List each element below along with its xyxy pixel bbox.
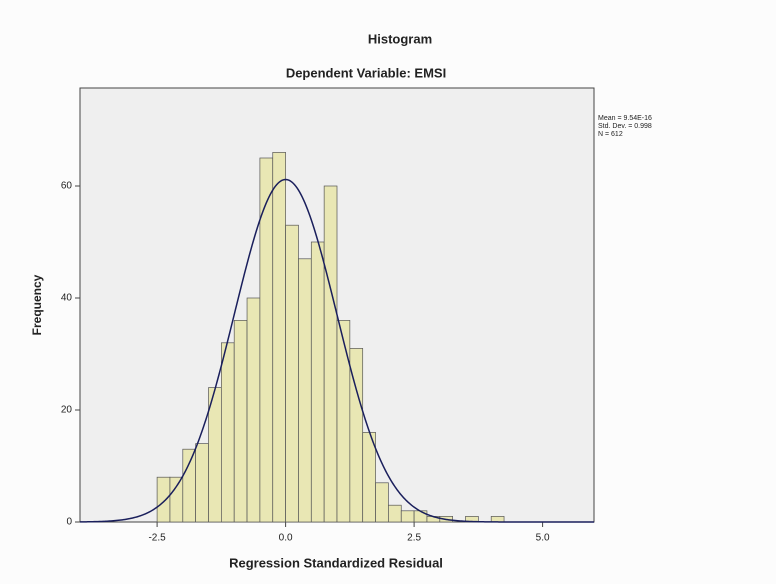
stats-label: Std. Dev. = 0.998 [598, 123, 652, 130]
bar [414, 511, 427, 522]
bar [196, 444, 209, 522]
bar [337, 320, 350, 522]
chart-subtitle: Dependent Variable: EMSI [286, 65, 446, 80]
bar [209, 388, 222, 522]
bar [286, 225, 299, 522]
chart: Histogram Dependent Variable: EMSI Regre… [0, 0, 776, 584]
x-tick-label: -2.5 [148, 533, 166, 544]
bar [234, 320, 247, 522]
bar [324, 186, 337, 522]
bar [298, 259, 311, 522]
bar [401, 511, 414, 522]
chart-title: Histogram [368, 31, 432, 46]
y-tick-label: 0 [66, 517, 72, 528]
y-tick-label: 40 [61, 293, 73, 304]
bar [170, 477, 183, 522]
y-tick-label: 20 [61, 405, 73, 416]
bar [311, 242, 324, 522]
bar [388, 505, 401, 522]
stats-label: N = 612 [598, 131, 623, 138]
bar [157, 477, 170, 522]
bar [273, 152, 286, 522]
y-tick-label: 60 [61, 181, 73, 192]
x-tick-label: 0.0 [279, 533, 293, 544]
bar [183, 449, 196, 522]
bar [221, 343, 234, 522]
page: Histogram Dependent Variable: EMSI Regre… [0, 0, 776, 584]
bar [363, 432, 376, 522]
x-axis-label: Regression Standardized Residual [229, 555, 443, 570]
bar [376, 483, 389, 522]
bar [247, 298, 260, 522]
x-tick-label: 5.0 [536, 533, 550, 544]
x-tick-label: 2.5 [407, 533, 421, 544]
y-axis-label: Frequency [30, 274, 44, 335]
stats-label: Mean = 9.54E-16 [598, 115, 652, 122]
